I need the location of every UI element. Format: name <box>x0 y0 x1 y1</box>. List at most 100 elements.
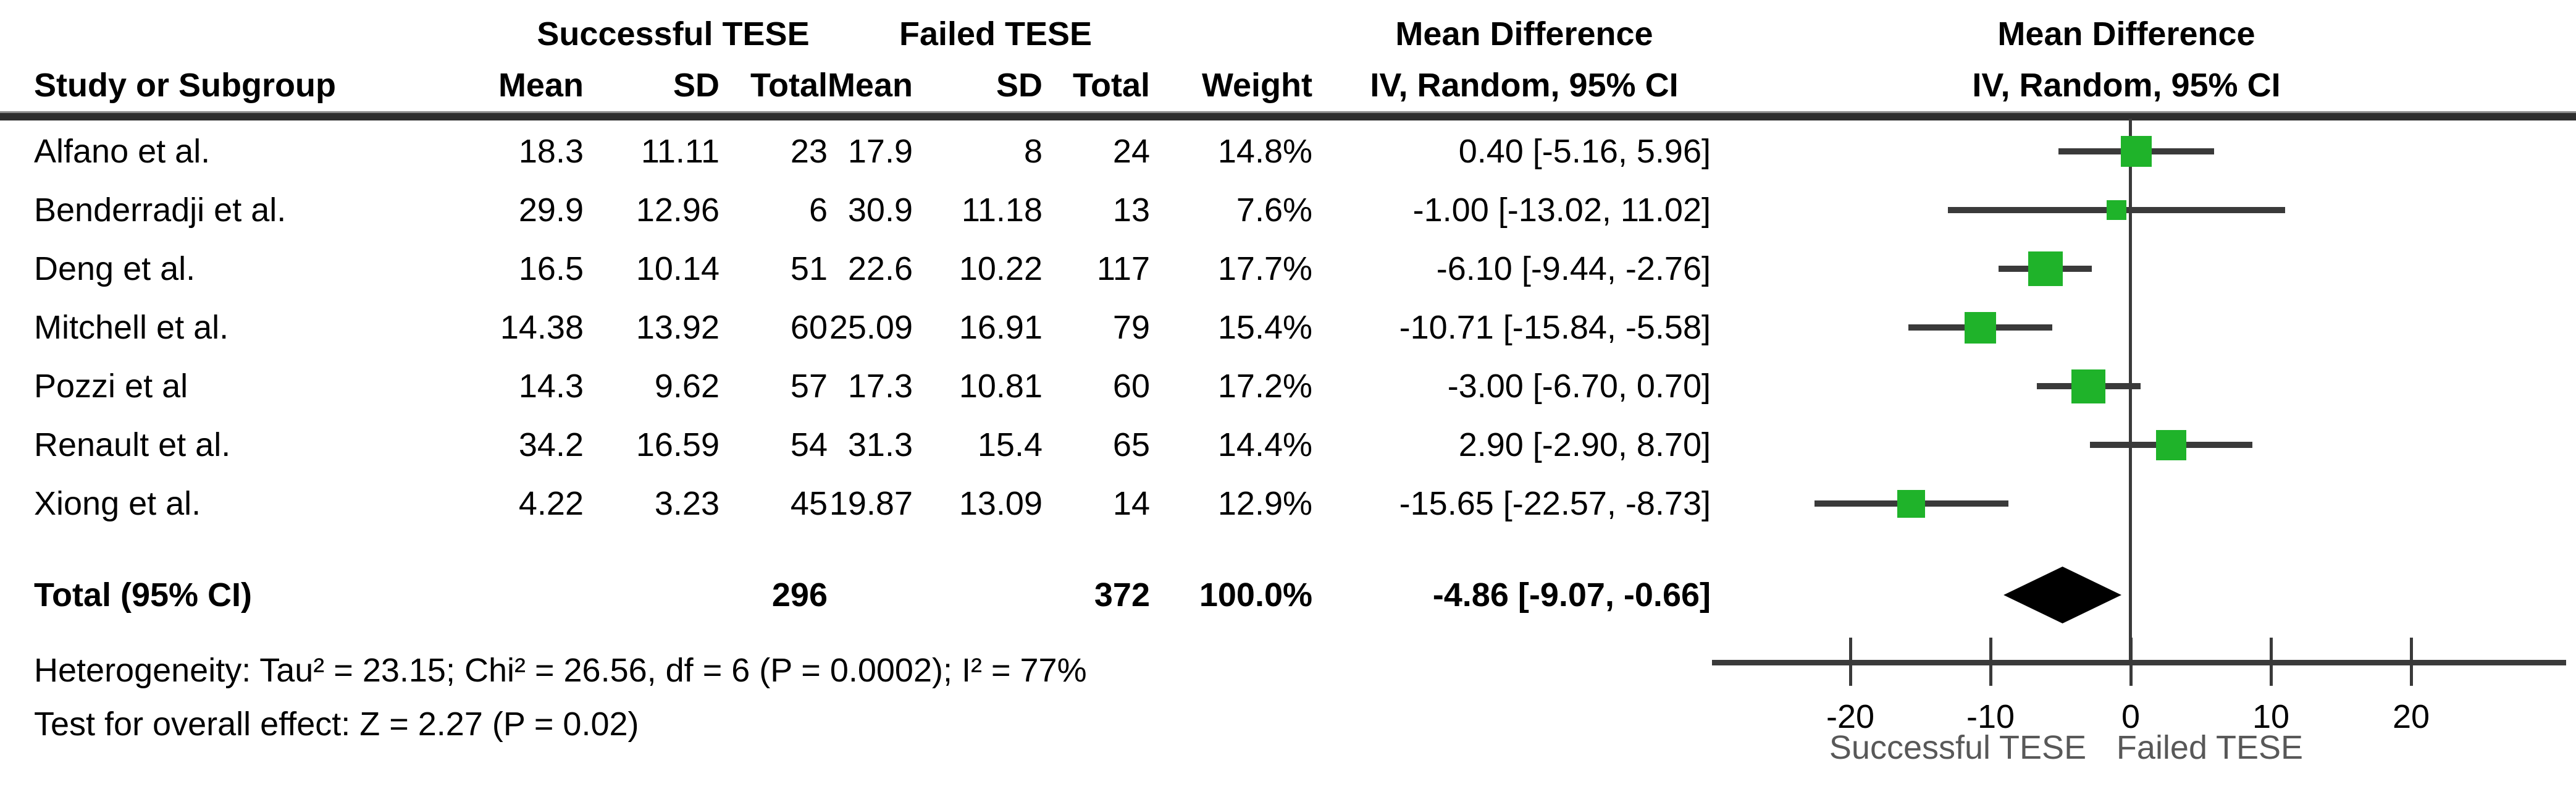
ci-estimate-cell: 0.40 [-5.16, 5.96] <box>1458 133 1711 170</box>
total2-cell: 117 <box>1096 250 1150 287</box>
total1-cell: 23 <box>790 133 828 170</box>
sd2-column-header: SD <box>996 67 1043 104</box>
sd1-column-header: SD <box>673 67 720 104</box>
study-label: Alfano et al. <box>34 133 211 170</box>
axis-tick <box>2129 638 2133 686</box>
mean2-cell: 22.6 <box>847 250 913 287</box>
ci-estimate-cell: 2.90 [-2.90, 8.70] <box>1458 426 1711 463</box>
total1-cell: 51 <box>790 250 828 287</box>
axis-tick-label: -10 <box>1966 698 2015 735</box>
heterogeneity-footnote: Heterogeneity: Tau² = 23.15; Chi² = 26.5… <box>34 652 1087 689</box>
study-label: Renault et al. <box>34 426 231 463</box>
mean1-cell: 29.9 <box>518 192 584 229</box>
effect-marker <box>1897 489 1926 518</box>
group1-header: Successful TESE <box>537 15 810 53</box>
mean2-cell: 17.9 <box>847 133 913 170</box>
axis-tick-label: -20 <box>1826 698 1875 735</box>
mean2-cell: 19.87 <box>829 485 913 522</box>
sd1-cell: 13.92 <box>636 309 720 346</box>
total-row-weight: 100.0% <box>1199 576 1312 614</box>
group2-header: Failed TESE <box>899 15 1093 53</box>
sd1-cell: 12.96 <box>636 192 720 229</box>
sd1-cell: 3.23 <box>654 485 720 522</box>
ci-estimate-cell: -10.71 [-15.84, -5.58] <box>1399 309 1711 346</box>
ci-estimate-cell: -6.10 [-9.44, -2.76] <box>1436 250 1711 287</box>
sd1-cell: 16.59 <box>636 426 720 463</box>
effect-marker <box>2071 369 2106 403</box>
axis-tick-label: 0 <box>2121 698 2141 735</box>
sd1-cell: 10.14 <box>636 250 720 287</box>
effect-marker <box>2028 251 2063 286</box>
total2-cell: 13 <box>1112 192 1150 229</box>
md-column-header: Mean Difference <box>1395 15 1653 53</box>
total1-column-header: Total <box>750 67 828 104</box>
md-plot-header: Mean Difference <box>1997 15 2255 53</box>
mean2-cell: 31.3 <box>847 426 913 463</box>
weight-cell: 15.4% <box>1217 309 1312 346</box>
effect-marker <box>2156 429 2187 460</box>
weight-cell: 14.4% <box>1217 426 1312 463</box>
sd2-cell: 16.91 <box>959 309 1043 346</box>
pooled-diamond <box>2003 567 2122 623</box>
mean1-cell: 16.5 <box>518 250 584 287</box>
sd2-cell: 10.81 <box>959 368 1043 405</box>
mean1-cell: 18.3 <box>518 133 584 170</box>
study-label: Benderradji et al. <box>34 192 287 229</box>
axis-tick <box>2270 638 2273 686</box>
study-label: Deng et al. <box>34 250 196 287</box>
sd2-cell: 8 <box>1023 133 1043 170</box>
study-label: Pozzi et al <box>34 368 188 405</box>
total-row-ci-text: -4.86 [-9.07, -0.66] <box>1432 576 1711 614</box>
ci-plot-header: IV, Random, 95% CI <box>1972 67 2281 104</box>
x-axis-line <box>1712 660 2566 665</box>
total2-cell: 79 <box>1112 309 1150 346</box>
mean2-cell: 25.09 <box>829 309 913 346</box>
mean1-cell: 34.2 <box>518 426 584 463</box>
total1-cell: 54 <box>790 426 828 463</box>
axis-caption-right: Failed TESE <box>2116 729 2304 766</box>
ci-estimate-cell: -15.65 [-22.57, -8.73] <box>1399 485 1711 522</box>
header-separator-line <box>0 111 2576 120</box>
total2-cell: 14 <box>1112 485 1150 522</box>
overall-effect-footnote: Test for overall effect: Z = 2.27 (P = 0… <box>34 706 639 743</box>
effect-marker <box>2107 200 2127 220</box>
weight-cell: 17.2% <box>1217 368 1312 405</box>
total2-cell: 60 <box>1112 368 1150 405</box>
sd2-cell: 10.22 <box>959 250 1043 287</box>
zero-line <box>2129 119 2132 665</box>
sd2-cell: 11.18 <box>961 192 1043 229</box>
mean1-cell: 14.3 <box>518 368 584 405</box>
total1-cell: 57 <box>790 368 828 405</box>
axis-tick <box>1989 638 1992 686</box>
axis-tick <box>1849 638 1852 686</box>
axis-tick-label: 20 <box>2392 698 2430 735</box>
sd1-cell: 9.62 <box>654 368 720 405</box>
total2-cell: 24 <box>1112 133 1150 170</box>
axis-tick <box>2410 638 2413 686</box>
weight-cell: 12.9% <box>1217 485 1312 522</box>
mean1-cell: 4.22 <box>518 485 584 522</box>
study-label: Xiong et al. <box>34 485 201 522</box>
total2-column-header: Total <box>1073 67 1150 104</box>
mean2-cell: 17.3 <box>847 368 913 405</box>
study-column-header: Study or Subgroup <box>34 67 336 104</box>
weight-cell: 7.6% <box>1236 192 1312 229</box>
weight-cell: 14.8% <box>1217 133 1312 170</box>
mean2-column-header: Mean <box>827 67 913 104</box>
axis-tick-label: 10 <box>2252 698 2290 735</box>
total1-cell: 6 <box>808 192 828 229</box>
effect-marker <box>2121 136 2152 167</box>
effect-marker <box>1965 311 1997 344</box>
axis-caption-left: Successful TESE <box>1829 729 2087 766</box>
ci-estimate-cell: -1.00 [-13.02, 11.02] <box>1412 192 1711 229</box>
sd2-cell: 13.09 <box>959 485 1043 522</box>
ci-column-header: IV, Random, 95% CI <box>1370 67 1679 104</box>
study-label: Mitchell et al. <box>34 309 229 346</box>
total1-cell: 60 <box>790 309 828 346</box>
mean2-cell: 30.9 <box>847 192 913 229</box>
sd2-cell: 15.4 <box>977 426 1043 463</box>
weight-column-header: Weight <box>1202 67 1312 104</box>
total-row-label: Total (95% CI) <box>34 576 253 614</box>
mean1-column-header: Mean <box>498 67 584 104</box>
